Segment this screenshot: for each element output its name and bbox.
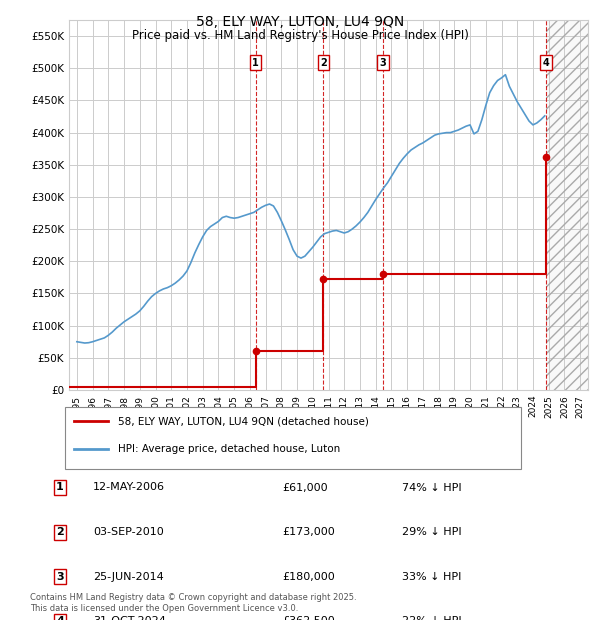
Text: £362,500: £362,500 bbox=[282, 616, 335, 620]
Text: 58, ELY WAY, LUTON, LU4 9QN: 58, ELY WAY, LUTON, LU4 9QN bbox=[196, 16, 404, 30]
Text: £61,000: £61,000 bbox=[282, 482, 328, 492]
Text: 25-JUN-2014: 25-JUN-2014 bbox=[93, 572, 164, 582]
Text: 33% ↓ HPI: 33% ↓ HPI bbox=[402, 572, 461, 582]
Text: 29% ↓ HPI: 29% ↓ HPI bbox=[402, 527, 461, 537]
Text: HPI: Average price, detached house, Luton: HPI: Average price, detached house, Luto… bbox=[118, 444, 340, 454]
Text: 1: 1 bbox=[56, 482, 64, 492]
Text: Contains HM Land Registry data © Crown copyright and database right 2025.
This d: Contains HM Land Registry data © Crown c… bbox=[30, 593, 356, 613]
Text: 2: 2 bbox=[56, 527, 64, 537]
Text: 12-MAY-2006: 12-MAY-2006 bbox=[93, 482, 165, 492]
Text: 22% ↓ HPI: 22% ↓ HPI bbox=[402, 616, 461, 620]
Text: £173,000: £173,000 bbox=[282, 527, 335, 537]
Text: Price paid vs. HM Land Registry's House Price Index (HPI): Price paid vs. HM Land Registry's House … bbox=[131, 29, 469, 42]
Text: 2: 2 bbox=[320, 58, 326, 68]
Text: 58, ELY WAY, LUTON, LU4 9QN (detached house): 58, ELY WAY, LUTON, LU4 9QN (detached ho… bbox=[118, 416, 368, 427]
Text: £180,000: £180,000 bbox=[282, 572, 335, 582]
Text: 74% ↓ HPI: 74% ↓ HPI bbox=[402, 482, 461, 492]
Text: 4: 4 bbox=[56, 616, 64, 620]
Text: 4: 4 bbox=[542, 58, 550, 68]
Text: 31-OCT-2024: 31-OCT-2024 bbox=[93, 616, 166, 620]
Text: 3: 3 bbox=[56, 572, 64, 582]
Text: 03-SEP-2010: 03-SEP-2010 bbox=[93, 527, 164, 537]
Text: 3: 3 bbox=[380, 58, 386, 68]
Text: 1: 1 bbox=[253, 58, 259, 68]
FancyBboxPatch shape bbox=[65, 407, 521, 469]
